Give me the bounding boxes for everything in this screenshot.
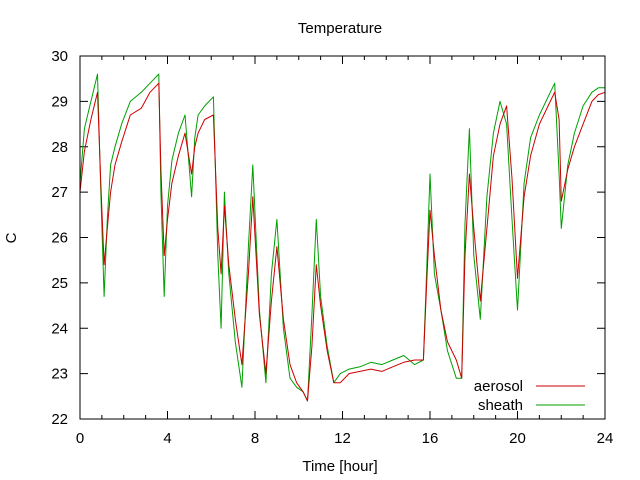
- legend-label: sheath: [478, 397, 523, 414]
- x-tick-label: 0: [76, 430, 84, 447]
- x-axis-label: Time [hour]: [302, 458, 377, 475]
- plot-frame: [79, 55, 606, 420]
- y-tick-label: 23: [51, 366, 68, 383]
- x-tick-label: 20: [509, 430, 526, 447]
- y-tick-label: 24: [51, 320, 68, 337]
- y-tick-label: 30: [51, 48, 68, 65]
- x-tick-label: 8: [251, 430, 259, 447]
- y-tick-label: 27: [51, 184, 68, 201]
- y-axis-label: C: [3, 232, 20, 243]
- x-tick-label: 4: [163, 430, 171, 447]
- axis-ticks: 0 4 8 12 16 20 24 22 23 24 25 26 27 28 29 30: [51, 48, 613, 447]
- x-tick-label: 16: [422, 430, 439, 447]
- y-tick-label: 22: [51, 411, 68, 428]
- y-tick-label: 26: [51, 230, 68, 247]
- x-tick-label: 12: [334, 430, 351, 447]
- y-tick-label: 25: [51, 275, 68, 292]
- series-line-aerosol: [79, 82, 606, 402]
- plot-lines: [79, 73, 606, 402]
- chart-title: Temperature: [298, 20, 382, 37]
- series-line-sheath: [79, 73, 605, 402]
- legend-label: aerosol: [474, 378, 523, 395]
- y-tick-label: 28: [51, 139, 68, 156]
- legend: aerosol sheath: [474, 378, 585, 414]
- y-tick-label: 29: [51, 93, 68, 110]
- x-tick-label: 24: [597, 430, 614, 447]
